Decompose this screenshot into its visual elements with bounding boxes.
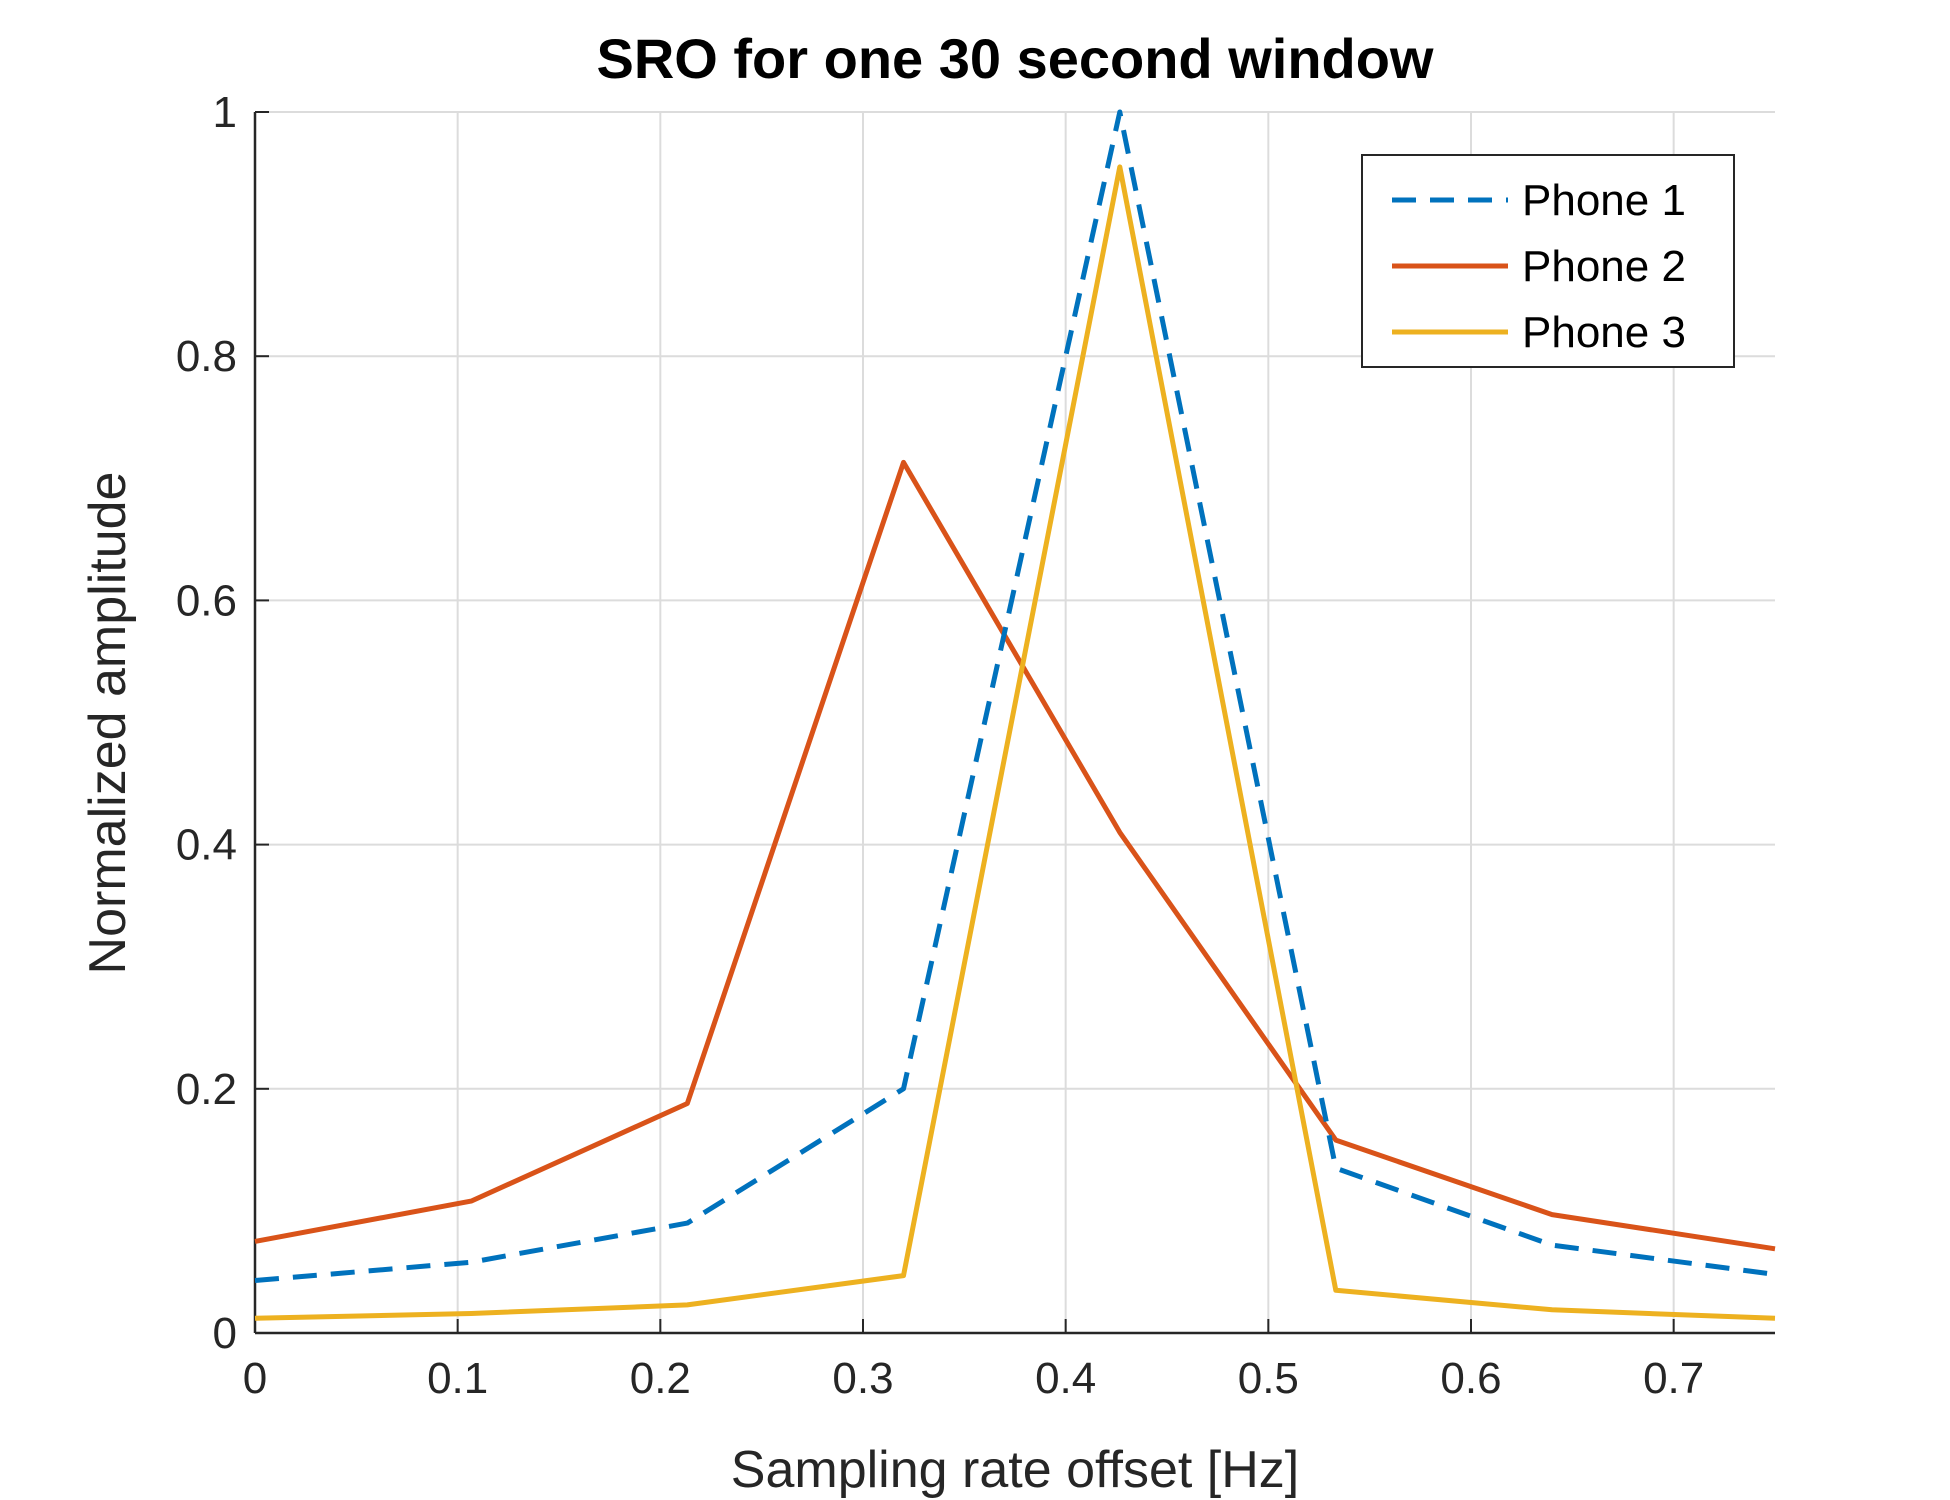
series-line-phone-3	[254, 164, 1776, 1321]
y-axis-label: Normalized amplitude	[79, 472, 137, 975]
y-tick-label: 1	[213, 88, 237, 137]
legend-label: Phone 3	[1522, 308, 1686, 357]
legend-label: Phone 1	[1522, 176, 1686, 225]
tick-labels: 0 0.1 0.2 0.3 0.4 0.5 0.6 0.7 0 0.2 0.4 0.6 0.8 1	[176, 88, 1704, 1403]
x-tick-label: 0.2	[630, 1354, 691, 1403]
x-tick-label: 0.3	[832, 1354, 893, 1403]
chart-title: SRO for one 30 second window	[597, 27, 1434, 90]
x-axis-label: Sampling rate offset [Hz]	[731, 1441, 1299, 1499]
x-tick-label: 0.4	[1035, 1354, 1096, 1403]
series-line-phone-1	[254, 109, 1776, 1283]
axes	[253, 111, 1775, 1335]
x-tick-label: 0	[243, 1354, 267, 1403]
series-lines	[254, 109, 1776, 1321]
y-tick-label: 0.8	[176, 332, 237, 381]
y-tick-label: 0	[213, 1309, 237, 1358]
x-tick-label: 0.1	[427, 1354, 488, 1403]
series-line-phone-2	[254, 459, 1776, 1252]
y-tick-label: 0.6	[176, 576, 237, 625]
legend: Phone 1 Phone 2 Phone 3	[1361, 154, 1735, 368]
x-tick-label: 0.6	[1440, 1354, 1501, 1403]
x-tick-label: 0.5	[1238, 1354, 1299, 1403]
legend-label: Phone 2	[1522, 242, 1686, 291]
y-tick-label: 0.2	[176, 1065, 237, 1114]
x-tick-label: 0.7	[1643, 1354, 1704, 1403]
y-tick-label: 0.4	[176, 821, 237, 870]
